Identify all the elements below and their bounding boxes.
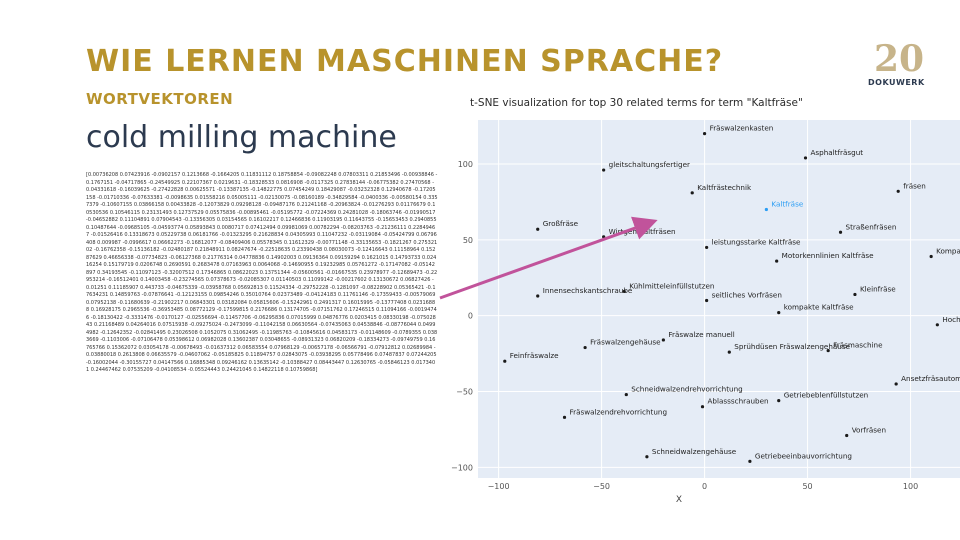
data-point [826,348,830,353]
data-point [622,289,626,294]
data-point [536,227,540,231]
point-label: Ansetzfräsautomat [901,374,960,383]
data-point [562,415,567,419]
point-label: Ablassschrauben [708,397,769,406]
data-point [935,323,939,327]
point-label: Kleinfräse [860,284,896,293]
data-point [705,298,709,303]
data-point [583,345,587,350]
example-term: cold milling machine [86,120,397,155]
y-tick-label: 50 [463,236,473,245]
data-point [705,245,709,250]
data-point [777,311,781,315]
chart-title: t-SNE visualization for top 30 related t… [470,97,803,109]
x-tick-label: 50 [802,482,812,491]
data-point [702,132,707,136]
data-point [764,207,768,212]
data-point [845,433,849,438]
data-point [661,338,665,342]
point-label: Hochle [942,315,960,324]
data-point [602,168,606,172]
dokuwerk-logo: 20 DOKUWERK [866,36,940,88]
point-label: Schneidwalzengehäuse [652,447,737,456]
data-point [896,189,900,193]
point-label: fräsen [903,181,926,190]
word-vector-values: [0.00736208 0.07423916 -0.0902157 0.1213… [86,172,438,373]
point-label: Getriebeeinbauvorrichtung [755,451,852,460]
data-point [803,156,808,160]
data-point [536,294,540,298]
point-label: Feinfräswalze [510,351,559,360]
plot-background [478,120,960,478]
point-label: Asphaltfräsgut [811,148,864,157]
point-label: Kaltfrästechnik [697,183,752,192]
y-tick-label: 0 [468,312,473,321]
data-point [503,359,507,363]
data-point [775,259,779,263]
data-point [929,254,933,259]
point-label: Großfräse [543,219,579,228]
data-point [727,350,731,354]
point-label: Fräswalzendrehvorrichtung [570,407,668,416]
point-label: Schneidwalzendrehvorrichtung [631,385,742,394]
x-tick-label: 100 [903,482,918,491]
point-label: Kaltfräse [771,200,803,209]
point-label: Fräsmaschine [833,341,883,350]
point-label: Vorfräsen [852,426,886,435]
data-point [690,191,694,195]
data-point [748,459,752,463]
point-label: seitliches Vorfräsen [712,291,782,300]
point-label: Getriebeblenfüllstutzen [784,391,868,400]
logo-text: DOKUWERK [868,78,925,87]
y-tick-label: −50 [456,388,473,397]
x-axis-label: X [676,495,682,505]
data-point [838,230,843,234]
data-point [624,392,628,397]
y-tick-label: 100 [458,160,473,169]
point-label: Motorkennlinien Kaltfräse [782,251,874,260]
data-point [645,455,649,459]
point-label: gleitschaltungsfertiger [609,160,690,169]
pointer-arrow [439,216,658,300]
point-label: Kühlmitteleinfüllstutzen [629,281,714,290]
data-point [894,382,898,386]
point-label: Fräswalze manuell [668,330,734,339]
data-point [700,405,705,409]
slide-subtitle: WORTVEKTOREN [86,90,234,108]
point-label: Sprühdüsen Fräswalzengehäuse [734,342,850,351]
point-label: Fräswalzenkasten [710,124,774,133]
point-label: Straßenfräsen [846,222,897,231]
point-label: Kompakt [936,247,960,256]
data-point [853,292,857,297]
point-label: Fräswalzengehäuse [590,338,661,347]
data-point [777,399,781,403]
x-tick-label: −50 [593,482,610,491]
point-label: leistungsstarke Kaltfräse [712,237,801,246]
logo-number: 20 [874,38,925,80]
x-tick-label: 0 [702,482,707,491]
point-label: Innensechskantschraube [543,286,633,295]
point-label: kompakte Kaltfräse [784,303,854,312]
y-tick-label: −100 [451,463,473,472]
x-tick-label: −100 [488,482,510,491]
slide-title: WIE LERNEN MASCHINEN SPRACHE? [86,44,724,79]
